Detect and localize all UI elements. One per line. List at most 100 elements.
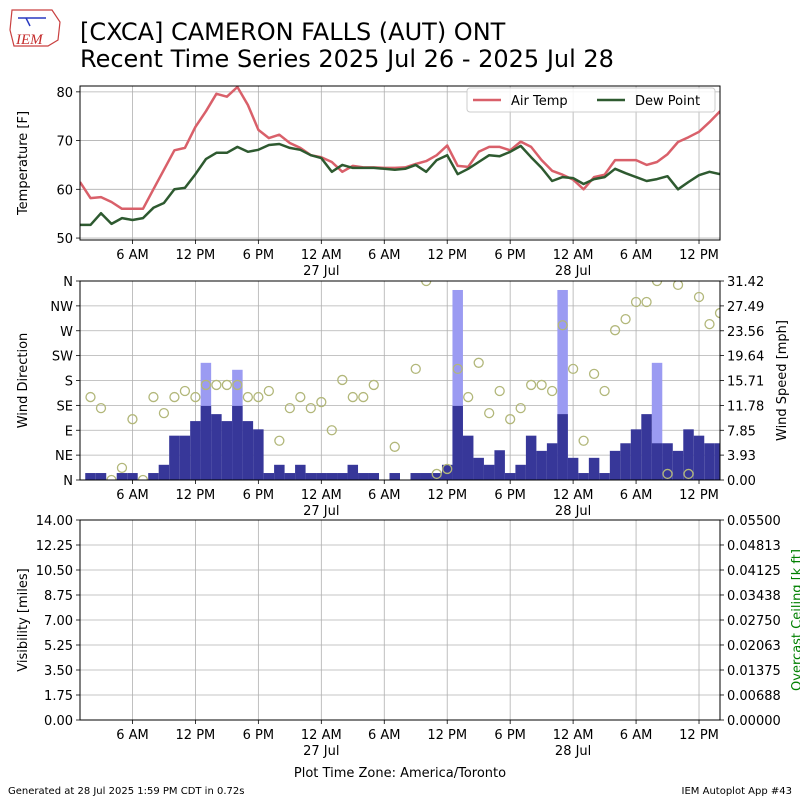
y-tick-label: 3.50 <box>44 664 73 679</box>
x-tick-label: 6 AM <box>368 248 401 263</box>
point <box>200 379 212 391</box>
bar <box>546 443 558 480</box>
bar <box>452 405 463 480</box>
x-tick-label: 6 AM <box>368 728 401 743</box>
y2-tick-label: 27.49 <box>727 300 764 315</box>
y-tick-label: N <box>63 275 73 290</box>
point <box>630 296 642 308</box>
point <box>484 407 495 419</box>
bar <box>714 443 720 480</box>
point <box>106 474 117 480</box>
point <box>431 468 442 480</box>
bar <box>630 429 642 480</box>
x-tick-label: 6 PM <box>243 248 274 263</box>
point <box>515 402 526 414</box>
x-tick-label: 6 AM <box>620 248 653 263</box>
timezone: Plot Time Zone: America/Toronto <box>294 766 506 781</box>
point <box>463 391 474 403</box>
point <box>421 281 432 287</box>
bar <box>389 473 400 480</box>
x-date-label: 27 Jul <box>303 504 339 519</box>
y-tick-label: 12.25 <box>36 539 73 554</box>
x-tick-label: 12 AM <box>301 728 342 743</box>
bar <box>567 457 579 480</box>
x-tick-label: 6 PM <box>494 728 525 743</box>
x-tick-label: 6 PM <box>243 488 274 503</box>
y2-tick-label: 0.03438 <box>727 589 781 604</box>
bar <box>536 450 547 480</box>
x-tick-label: 12 AM <box>553 728 594 743</box>
y2-tick-label: 0.00 <box>727 474 756 489</box>
point <box>221 379 233 391</box>
x-tick-label: 12 PM <box>176 488 216 503</box>
bar <box>462 435 474 480</box>
x-tick-label: 12 AM <box>553 488 594 503</box>
y2-tick-label: 19.64 <box>727 350 764 365</box>
point <box>242 391 254 403</box>
point <box>442 463 453 475</box>
point <box>316 396 327 408</box>
title: [CXCA] CAMERON FALLS (AUT) ONT <box>80 18 506 46</box>
x-tick-label: 12 AM <box>301 488 342 503</box>
line-series <box>80 86 720 211</box>
legend-label: Air Temp <box>511 94 568 109</box>
point <box>620 313 631 325</box>
bar <box>158 464 170 480</box>
point <box>714 307 720 319</box>
point <box>232 379 243 391</box>
point <box>337 374 348 386</box>
point <box>452 363 463 375</box>
x-tick-label: 12 PM <box>679 728 719 743</box>
point <box>358 391 369 403</box>
bar <box>525 435 537 480</box>
x-tick-label: 12 PM <box>679 488 719 503</box>
bar <box>515 464 526 480</box>
bar <box>557 289 568 480</box>
bar <box>148 473 159 480</box>
point <box>326 425 337 436</box>
bar <box>232 405 243 480</box>
point <box>158 407 170 419</box>
x-tick-label: 12 AM <box>553 248 594 263</box>
y-tick-label: E <box>65 424 73 439</box>
point <box>211 379 222 391</box>
plot-frame <box>79 280 721 481</box>
y2-tick-label: 0.02063 <box>727 639 781 654</box>
x-date-label: 28 Jul <box>555 744 591 759</box>
y-axis-label: Visibility [miles] <box>16 568 31 671</box>
y-axis-label: Wind Direction <box>16 333 31 429</box>
y-tick-label: N <box>63 474 73 489</box>
x-tick-label: 12 PM <box>679 248 719 263</box>
x-date-label: 28 Jul <box>555 504 591 519</box>
x-tick-label: 12 PM <box>176 728 216 743</box>
point <box>683 468 694 480</box>
bar <box>683 429 694 480</box>
x-tick-label: 6 PM <box>243 728 274 743</box>
point <box>368 379 379 391</box>
point <box>651 281 663 287</box>
y-tick-label: 80 <box>56 86 73 101</box>
y-tick-label: 7.00 <box>44 614 73 629</box>
x-tick-label: 6 AM <box>368 488 401 503</box>
point <box>274 435 285 446</box>
bar <box>599 473 610 480</box>
plot-area <box>85 281 720 480</box>
y2-axis-label: Wind Speed [mph] <box>775 320 790 441</box>
point <box>494 385 505 397</box>
bar <box>483 464 495 480</box>
point <box>305 402 316 414</box>
x-tick-label: 12 AM <box>301 248 342 263</box>
y-tick-label: NE <box>55 449 73 464</box>
x-tick-label: 12 PM <box>427 728 467 743</box>
y2-tick-label: 0.05500 <box>727 514 781 529</box>
y2-tick-label: 0.00000 <box>727 714 781 729</box>
logo-text: IEM <box>15 32 44 48</box>
bar <box>410 473 421 480</box>
bar <box>693 435 705 480</box>
bar <box>316 473 327 480</box>
y-tick-label: 60 <box>56 183 73 198</box>
x-date-label: 27 Jul <box>303 264 339 279</box>
legend-box <box>466 87 716 113</box>
bar <box>284 473 296 480</box>
point <box>95 402 107 414</box>
